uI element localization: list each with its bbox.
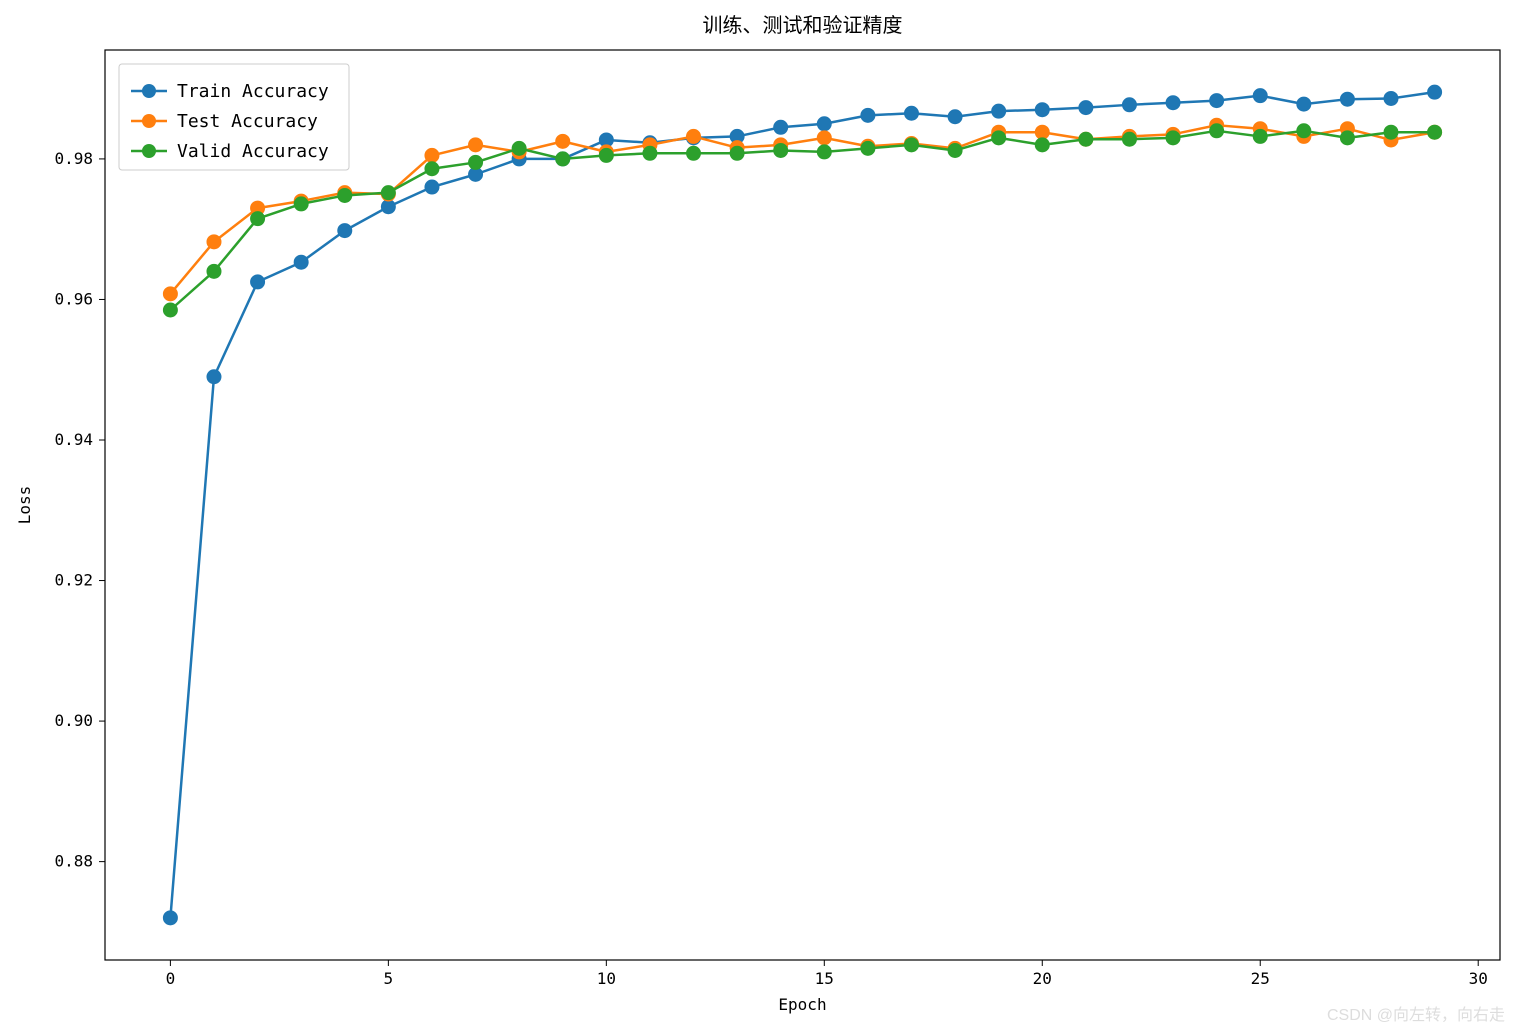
legend-marker	[142, 84, 156, 98]
series-marker	[469, 155, 483, 169]
series-marker	[1340, 92, 1354, 106]
series-marker	[1297, 97, 1311, 111]
series-marker	[817, 131, 831, 145]
y-tick-label: 0.94	[54, 430, 93, 449]
plot-border	[105, 50, 1500, 960]
series-marker	[904, 106, 918, 120]
series-marker	[1122, 132, 1136, 146]
y-tick-label: 0.92	[54, 571, 93, 590]
series-marker	[556, 152, 570, 166]
series-marker	[948, 110, 962, 124]
series-line	[170, 92, 1434, 918]
series-marker	[207, 235, 221, 249]
series-marker	[1384, 91, 1398, 105]
series-marker	[817, 145, 831, 159]
series-marker	[1210, 94, 1224, 108]
series-marker	[556, 134, 570, 148]
legend-marker	[142, 144, 156, 158]
series-marker	[599, 148, 613, 162]
series-marker	[774, 120, 788, 134]
x-tick-label: 0	[166, 969, 176, 988]
legend-marker	[142, 114, 156, 128]
series-marker	[1122, 98, 1136, 112]
chart-title: 训练、测试和验证精度	[703, 14, 903, 37]
series-marker	[1340, 131, 1354, 145]
series-marker	[207, 370, 221, 384]
series-marker	[992, 131, 1006, 145]
series-marker	[904, 138, 918, 152]
y-tick-label: 0.90	[54, 711, 93, 730]
series-marker	[1384, 125, 1398, 139]
series-marker	[338, 188, 352, 202]
series-marker	[163, 287, 177, 301]
series-marker	[1428, 85, 1442, 99]
x-tick-label: 30	[1469, 969, 1488, 988]
series-marker	[1035, 138, 1049, 152]
series-marker	[992, 104, 1006, 118]
series-marker	[469, 138, 483, 152]
series-marker	[643, 146, 657, 160]
legend-label: Train Accuracy	[177, 81, 329, 102]
series-marker	[251, 212, 265, 226]
series-marker	[817, 117, 831, 131]
chart-container: 0 5 10 15 20 25 30 0.88 0.90 0.92 0.94 0.96 0.98 训练、测…	[0, 0, 1529, 1030]
series-marker	[1297, 124, 1311, 138]
series-marker	[425, 148, 439, 162]
series-marker	[1166, 96, 1180, 110]
x-axis-label: Epoch	[778, 995, 826, 1014]
x-tick-label: 10	[597, 969, 616, 988]
series-marker	[1428, 125, 1442, 139]
series-marker	[1079, 101, 1093, 115]
x-tick-label: 20	[1033, 969, 1052, 988]
series-marker	[1079, 132, 1093, 146]
series-marker	[1253, 129, 1267, 143]
series-marker	[338, 224, 352, 238]
y-tick-label: 0.98	[54, 149, 93, 168]
series-marker	[1253, 89, 1267, 103]
series-marker	[207, 264, 221, 278]
accuracy-line-chart: 0 5 10 15 20 25 30 0.88 0.90 0.92 0.94 0.96 0.98 训练、测…	[0, 0, 1529, 1030]
series-marker	[687, 146, 701, 160]
series-marker	[861, 141, 875, 155]
series-marker	[512, 141, 526, 155]
series-marker	[774, 143, 788, 157]
y-tick-label: 0.96	[54, 289, 93, 308]
series-marker	[425, 180, 439, 194]
y-axis-label: Loss	[15, 486, 34, 525]
series-marker	[687, 129, 701, 143]
series-marker	[1166, 131, 1180, 145]
series-marker	[381, 186, 395, 200]
x-tick-label: 5	[384, 969, 394, 988]
series-marker	[381, 200, 395, 214]
y-tick-label: 0.88	[54, 852, 93, 871]
series-marker	[163, 303, 177, 317]
legend-label: Valid Accuracy	[177, 141, 329, 162]
series-marker	[163, 911, 177, 925]
series-marker	[294, 255, 308, 269]
series-marker	[1210, 124, 1224, 138]
legend-label: Test Accuracy	[177, 111, 318, 132]
series-marker	[948, 143, 962, 157]
x-tick-label: 25	[1251, 969, 1270, 988]
series-marker	[1035, 103, 1049, 117]
watermark: CSDN @向左转，向右走	[1327, 1006, 1505, 1024]
series-marker	[861, 108, 875, 122]
x-tick-label: 15	[815, 969, 834, 988]
series-marker	[251, 275, 265, 289]
series-marker	[294, 197, 308, 211]
series-marker	[1035, 125, 1049, 139]
series-line	[170, 131, 1434, 310]
series-marker	[425, 162, 439, 176]
series-marker	[730, 146, 744, 160]
